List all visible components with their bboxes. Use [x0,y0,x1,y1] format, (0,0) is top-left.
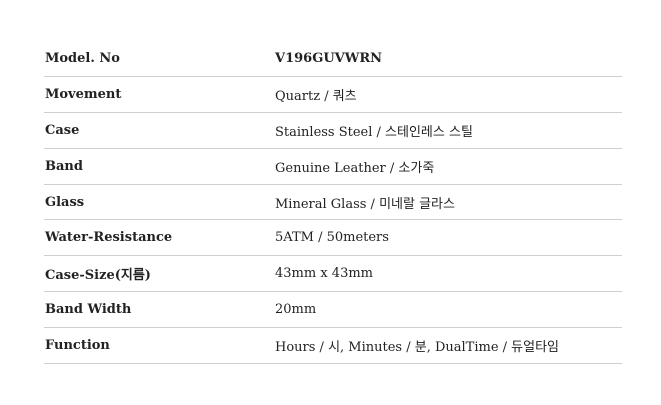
spec-label: Case [45,122,80,138]
spec-row-band: Band Genuine Leather / 소가죽 [44,148,622,185]
spec-label: Band [45,158,83,174]
spec-row-movement: Movement Quartz / 쿼츠 [44,77,622,113]
spec-value: 43mm x 43mm [275,266,373,282]
spec-value: Quartz / 쿼츠 [275,89,357,105]
spec-label: Function [45,337,110,353]
spec-value: Hours / 시, Minutes / 분, DualTime / 듀얼타임 [275,339,560,355]
spec-row-water-resistance: Water-Resistance 5ATM / 50meters [44,220,622,256]
spec-label: Movement [45,87,122,103]
spec-row-case: Case Stainless Steel / 스테인레스 스틸 [44,113,622,149]
spec-row-glass: Glass Mineral Glass / 미네랄 글라스 [44,184,622,220]
spec-label: Water-Resistance [45,230,173,246]
spec-value: Genuine Leather / 소가죽 [275,160,435,176]
spec-label: Glass [45,194,85,210]
spec-label: Case-Size(지름) [45,268,151,284]
spec-row-band-width: Band Width 20mm [44,292,622,328]
spec-label: Model. No [45,51,120,67]
spec-value: Mineral Glass / 미네랄 글라스 [275,196,455,212]
product-spec-table: Model. No V196GUVWRN Movement Quartz / 쿼… [44,41,622,364]
spec-row-case-size: Case-Size(지름) 43mm x 43mm [44,256,622,292]
spec-row-function: Function Hours / 시, Minutes / 분, DualTim… [44,327,622,364]
spec-value: Stainless Steel / 스테인레스 스틸 [275,124,473,140]
spec-label: Band Width [45,301,132,317]
spec-value: V196GUVWRN [275,51,383,67]
spec-value: 20mm [275,301,317,317]
spec-value: 5ATM / 50meters [275,230,389,246]
spec-row-model-no: Model. No V196GUVWRN [44,41,622,77]
